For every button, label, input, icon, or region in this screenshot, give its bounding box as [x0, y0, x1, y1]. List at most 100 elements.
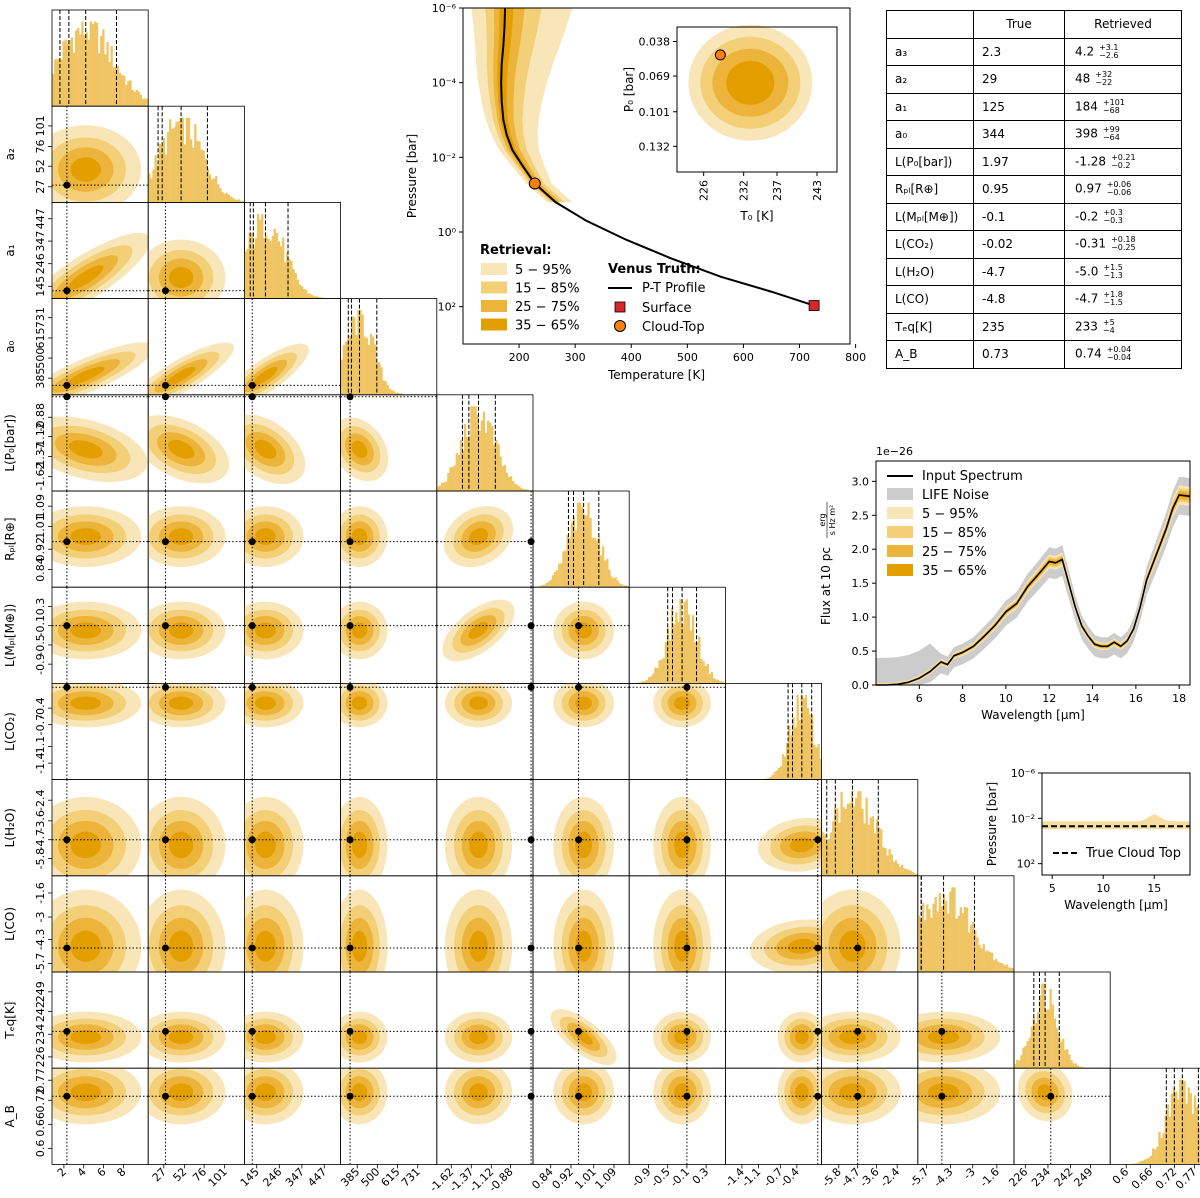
hist-bar-a₁ [290, 261, 293, 299]
hist-bar-Rₚₗ[R⊕] [602, 546, 605, 588]
parameter-table: True Retrieved a₃ 2.3 4.2 +3.1 −2.6 a₂ 29 48 +32… [886, 10, 1182, 369]
x-tick-label: -0.5 [648, 1165, 672, 1189]
hist-bar-Rₚₗ[R⊕] [616, 580, 619, 588]
hist-bar-L(P₀[bar]) [516, 484, 519, 491]
hist-bar-L(H₂O) [848, 803, 852, 876]
corner-cell-11-10 [1013, 1067, 1111, 1165]
hist-bar-a₁ [282, 237, 285, 299]
contour-group [442, 599, 515, 662]
pt-y-tick-label: 10⁰ [438, 226, 457, 239]
hist-bar-Rₚₗ[R⊕] [581, 506, 584, 588]
hist-bar-L(CO) [934, 897, 937, 972]
x-tick-label: 0.72 [1153, 1165, 1180, 1192]
hist-bar-L(Mₚₗ[M⊕]) [662, 657, 665, 684]
hist-bar-A_B [1162, 1132, 1165, 1165]
truth-point [854, 1092, 862, 1100]
y-tick-label: 500 [34, 348, 47, 369]
contour-level-3 [70, 930, 101, 962]
y-tick-label: 101 [34, 115, 47, 136]
x-tick-label: 0.6 [1110, 1165, 1132, 1187]
truth-point [346, 622, 354, 630]
hist-bar-a₃ [98, 53, 101, 107]
hist-bar-a₁ [288, 259, 291, 299]
x-tick-label: 6 [95, 1165, 109, 1179]
hist-bar-Rₚₗ[R⊕] [566, 535, 569, 588]
table-param-cell: L(Mₚₗ[M⊕]) [886, 202, 974, 231]
y-axis-label-3: a₀ [3, 340, 17, 352]
contour-group [340, 417, 389, 482]
contour-group [244, 1068, 304, 1125]
corner-cell-10-2 [243, 971, 341, 1069]
hist-bar-L(Mₚₗ[M⊕]) [652, 673, 655, 684]
x-tick-label: 2 [55, 1165, 69, 1179]
hist-bar-L(H₂O) [909, 870, 912, 876]
contour-group [52, 125, 142, 203]
hist-bar-L(P₀[bar]) [455, 453, 458, 491]
contour-group [444, 683, 513, 728]
contour-level-3 [168, 930, 194, 962]
hist-bar-T_eq[K] [1028, 1037, 1031, 1069]
hist-bar-a₀ [384, 381, 387, 395]
hist-bar-L(P₀[bar]) [461, 450, 465, 491]
hist-bar-a₁ [315, 296, 318, 299]
table-row: L(CO) -4.8 -4.7 +1.8 −1.5 [886, 285, 1182, 314]
contour-level-3 [927, 1030, 960, 1045]
hist-bar-T_eq[K] [1078, 1066, 1082, 1069]
hist-bar-a₃ [83, 35, 86, 107]
contour-level-3 [575, 696, 592, 710]
x-tick-label: 447 [305, 1165, 329, 1189]
hist-bar-L(CO) [980, 948, 983, 972]
hist-bar-a₂ [171, 128, 174, 203]
hist-bar-L(CO) [1011, 967, 1015, 972]
hist-bar-L(H₂O) [823, 834, 826, 876]
hist-bar-a₃ [60, 59, 63, 107]
pt-legend-label-2: 25 − 75% [515, 300, 580, 315]
contour-group [148, 342, 234, 395]
truth-point [63, 287, 71, 295]
table-true-cell: -0.1 [973, 202, 1065, 231]
spectrum-legend-label-5: 35 − 65% [922, 564, 987, 579]
contour-level-3 [254, 1030, 276, 1045]
hist-bar-a₂ [162, 138, 166, 203]
contour-group [244, 414, 306, 485]
hist-bar-a₁ [305, 289, 308, 299]
hist-bar-A_B [1145, 1158, 1149, 1165]
truth-point [63, 944, 71, 952]
hist-bar-L(H₂O) [878, 827, 881, 876]
y-tick-label: 0.72 [34, 1088, 47, 1113]
hist-bar-L(Mₚₗ[M⊕]) [648, 677, 651, 684]
hist-bar-L(P₀[bar]) [489, 422, 492, 491]
truth-point [63, 181, 71, 189]
contour-group [750, 919, 822, 972]
hist-bar-T_eq[K] [1051, 1004, 1054, 1069]
hist-bar-L(Mₚₗ[M⊕]) [685, 599, 688, 684]
spectrum-y-tick-label: 3.0 [852, 475, 870, 488]
contour-group [1017, 1068, 1073, 1122]
y-tick-label: 0.66 [34, 1112, 47, 1137]
truth-point [161, 1027, 169, 1035]
hist-bar-a₃ [125, 84, 128, 107]
pt-legend-cloud-marker [614, 320, 626, 332]
hist-bar-a₁ [269, 241, 272, 299]
cloud-y-tick-label: 10⁻² [1011, 812, 1035, 825]
error-minus: −68 [1102, 105, 1120, 115]
inset-y-tick-label: 0.101 [639, 106, 671, 119]
contour-group [148, 889, 226, 972]
truth-point [248, 944, 256, 952]
hist-bar-a₀ [363, 336, 366, 395]
pt-legend-swatch-3 [481, 318, 507, 331]
contour-group [148, 683, 226, 728]
spectrum-y-tick-label: 2.5 [852, 509, 870, 522]
corner-cell-4-3 [340, 393, 438, 492]
hist-bar-Rₚₗ[R⊕] [562, 551, 565, 588]
hist-bar-L(CO₂) [786, 742, 789, 780]
hist-bar-a₂ [179, 117, 182, 203]
hist-bar-L(CO₂) [769, 777, 772, 780]
hist-bar-L(CO₂) [771, 774, 774, 780]
y-axis-label-9: L(CO) [3, 907, 17, 941]
contour-group [52, 1011, 142, 1063]
contour-level-3 [168, 831, 194, 859]
hist-bar-a₂ [217, 184, 220, 203]
hist-bar-a₃ [141, 98, 145, 107]
contour-group [444, 1011, 513, 1063]
